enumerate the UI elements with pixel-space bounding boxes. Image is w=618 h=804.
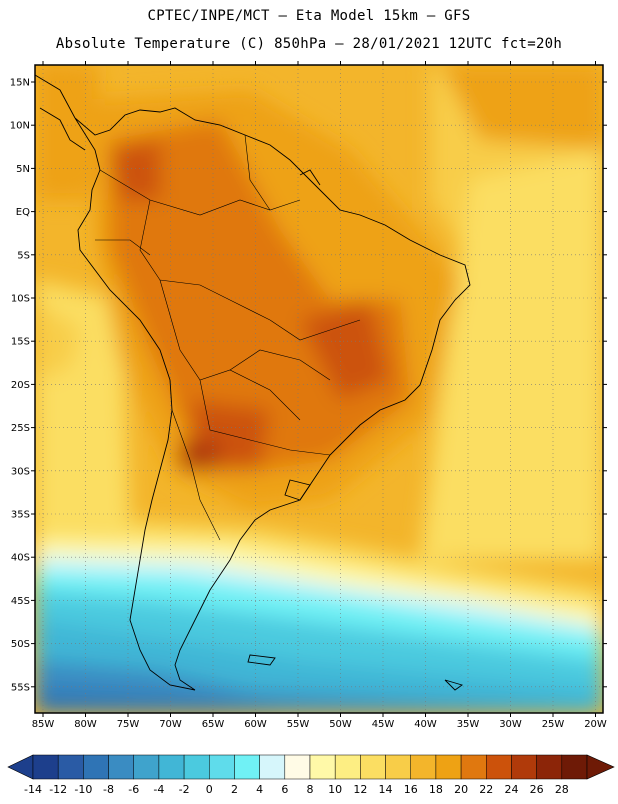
colorbar-label: 20 (454, 783, 468, 796)
colorbar-label: 16 (404, 783, 418, 796)
colorbar-swatch (360, 754, 386, 780)
colorbar-label: 28 (555, 783, 569, 796)
lon-tick-label: 35W (457, 719, 480, 730)
colorbar-label: 18 (429, 783, 443, 796)
lon-tick-label: 75W (117, 719, 140, 730)
colorbar-label: 12 (353, 783, 367, 796)
chart-title-line2: Absolute Temperature (C) 850hPa – 28/01/… (55, 36, 563, 52)
chart-title-line1: CPTEC/INPE/MCT – Eta Model 15km – GFS (147, 8, 471, 24)
lon-tick-label: 45W (372, 719, 395, 730)
colorbar-label: 0 (206, 783, 213, 796)
colorbar-label: -10 (74, 783, 92, 796)
colorbar-swatch (158, 754, 185, 780)
lon-tick-label: 85W (32, 719, 55, 730)
lat-tick-label: 55S (11, 682, 30, 693)
colorbar-label: 4 (256, 783, 263, 796)
colorbar-left-arrow (7, 754, 34, 780)
lat-tick-label: 5N (16, 164, 30, 175)
colorbar-label: 2 (231, 783, 238, 796)
colorbar-swatch (385, 754, 411, 780)
colorbar-swatch (410, 754, 437, 780)
lat-tick-label: 10N (10, 121, 30, 132)
lon-tick-label: 65W (202, 719, 225, 730)
lon-tick-label: 70W (159, 719, 182, 730)
lat-tick-label: 10S (11, 294, 30, 305)
colorbar-swatch (234, 754, 260, 780)
lon-tick-label: 20W (584, 719, 607, 730)
colorbar-label: 8 (307, 783, 314, 796)
colorbar-swatch (334, 754, 361, 780)
lat-tick-label: 45S (11, 596, 30, 607)
colorbar-right-arrow (586, 754, 615, 780)
longitude-axis: 85W 80W 75W 70W 65W 60W 55W 50W 45W 40W 35W 30W 25W 2… (32, 61, 607, 730)
lat-tick-label: 5S (17, 250, 30, 261)
colorbar: -14 -12 -10 -8 -6 -4 -2 0 2 4 6 8 10 12 14 16 18 20 22 24 26… (7, 754, 615, 796)
latitude-axis: 15N 10N 5N EQ 5S 10S 15S 20S 25S 30S 35S 40S 45S 50S 5… (10, 78, 607, 693)
lat-tick-label: 20S (11, 380, 30, 391)
colorbar-swatch (536, 754, 563, 780)
colorbar-swatch (486, 754, 512, 780)
country-borders (95, 134, 361, 541)
lat-lon-grid (35, 65, 603, 713)
colorbar-swatch (183, 754, 210, 780)
lat-tick-label: 50S (11, 639, 30, 650)
lon-tick-label: 40W (414, 719, 437, 730)
lon-tick-label: 80W (74, 719, 97, 730)
colorbar-label: -2 (179, 783, 190, 796)
colorbar-label: 6 (281, 783, 288, 796)
colorbar-label: 14 (379, 783, 393, 796)
lon-tick-label: 55W (287, 719, 310, 730)
colorbar-swatch (32, 754, 59, 780)
coastline (34, 74, 471, 691)
lat-tick-label: 40S (11, 553, 30, 564)
colorbar-label: 24 (504, 783, 518, 796)
map-frame (34, 64, 604, 714)
lon-tick-label: 30W (499, 719, 522, 730)
colorbar-swatch (83, 754, 109, 780)
colorbar-label: -12 (49, 783, 67, 796)
colorbar-label: -14 (24, 783, 42, 796)
colorbar-swatch (561, 754, 588, 780)
colorbar-swatch (57, 754, 84, 780)
lon-tick-label: 60W (244, 719, 267, 730)
colorbar-label: 26 (530, 783, 544, 796)
lat-tick-label: 25S (11, 423, 30, 434)
lon-tick-label: 50W (329, 719, 352, 730)
temperature-field (35, 65, 603, 713)
lon-tick-label: 25W (542, 719, 565, 730)
colorbar-label: -8 (103, 783, 114, 796)
colorbar-label: -6 (128, 783, 139, 796)
lat-tick-label: 15S (11, 337, 30, 348)
colorbar-swatch (460, 754, 487, 780)
colorbar-swatch (511, 754, 537, 780)
colorbar-swatch (435, 754, 462, 780)
lat-tick-label: 35S (11, 510, 30, 521)
colorbar-swatch (259, 754, 286, 780)
lat-tick-label: EQ (16, 207, 30, 218)
colorbar-swatch (209, 754, 235, 780)
colorbar-swatch (108, 754, 134, 780)
colorbar-swatch (309, 754, 336, 780)
colorbar-label: 22 (479, 783, 493, 796)
lat-tick-label: 30S (11, 466, 30, 477)
colorbar-label: 10 (328, 783, 342, 796)
lat-tick-label: 15N (10, 78, 30, 89)
colorbar-swatch (133, 754, 160, 780)
colorbar-swatch (284, 754, 311, 780)
colorbar-label: -4 (153, 783, 164, 796)
